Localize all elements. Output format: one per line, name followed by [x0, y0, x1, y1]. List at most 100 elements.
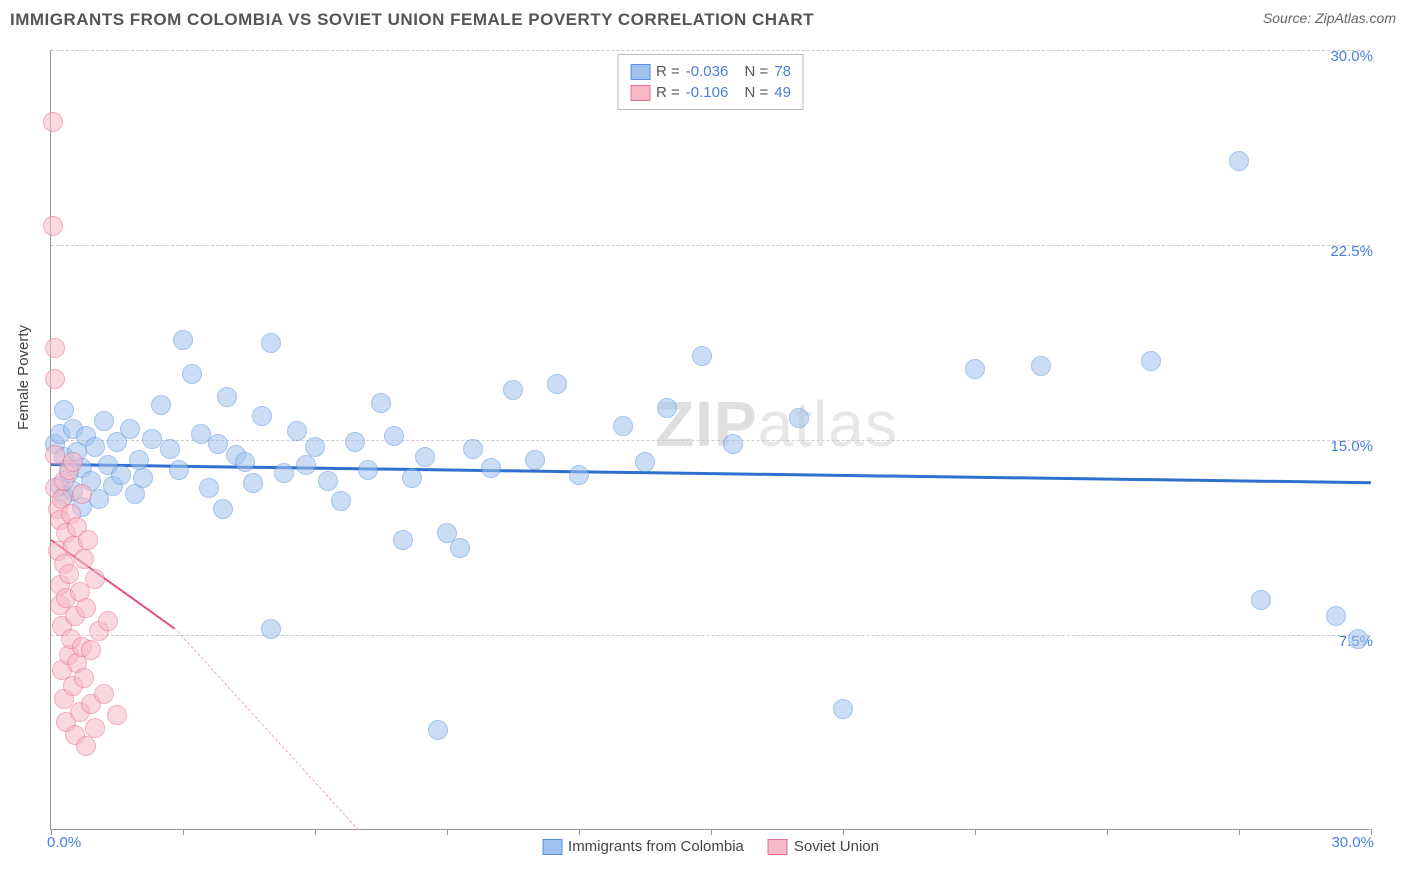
- data-point-colombia: [384, 426, 404, 446]
- legend-item-colombia: Immigrants from Colombia: [542, 838, 744, 855]
- data-point-colombia: [358, 460, 378, 480]
- data-point-colombia: [94, 411, 114, 431]
- data-point-colombia: [463, 439, 483, 459]
- data-point-colombia: [450, 538, 470, 558]
- data-point-soviet: [76, 598, 96, 618]
- source-attribution: Source: ZipAtlas.com: [1263, 10, 1396, 26]
- data-point-colombia: [151, 395, 171, 415]
- data-point-colombia: [261, 333, 281, 353]
- swatch-soviet-icon: [768, 839, 788, 855]
- y-tick-label: 22.5%: [1313, 243, 1373, 260]
- data-point-colombia: [1348, 629, 1368, 649]
- x-tick-mark: [975, 829, 976, 835]
- n-label: N =: [745, 84, 769, 101]
- watermark-light: atlas: [758, 388, 898, 460]
- data-point-colombia: [723, 434, 743, 454]
- legend-row-colombia: R = -0.036 N = 78: [630, 61, 791, 82]
- swatch-colombia-icon: [542, 839, 562, 855]
- data-point-soviet: [74, 549, 94, 569]
- data-point-soviet: [59, 564, 79, 584]
- data-point-colombia: [1031, 356, 1051, 376]
- data-point-colombia: [213, 499, 233, 519]
- data-point-soviet: [43, 216, 63, 236]
- y-tick-label: 15.0%: [1313, 438, 1373, 455]
- y-axis-label: Female Poverty: [15, 325, 32, 430]
- data-point-colombia: [657, 398, 677, 418]
- data-point-soviet: [94, 684, 114, 704]
- data-point-colombia: [287, 421, 307, 441]
- data-point-colombia: [85, 437, 105, 457]
- data-point-colombia: [54, 400, 74, 420]
- data-point-colombia: [182, 364, 202, 384]
- x-tick-mark: [315, 829, 316, 835]
- data-point-soviet: [74, 668, 94, 688]
- data-point-colombia: [402, 468, 422, 488]
- watermark: ZIPatlas: [655, 387, 898, 461]
- chart-title: IMMIGRANTS FROM COLOMBIA VS SOVIET UNION…: [10, 10, 814, 29]
- data-point-colombia: [199, 478, 219, 498]
- data-point-colombia: [503, 380, 523, 400]
- data-point-soviet: [45, 369, 65, 389]
- legend-row-soviet: R = -0.106 N = 49: [630, 82, 791, 103]
- data-point-colombia: [481, 458, 501, 478]
- x-tick-mark: [51, 829, 52, 835]
- data-point-colombia: [160, 439, 180, 459]
- x-tick-max: 30.0%: [1331, 834, 1374, 851]
- n-value-soviet: 49: [774, 84, 791, 101]
- data-point-colombia: [569, 465, 589, 485]
- data-point-colombia: [393, 530, 413, 550]
- x-tick-mark: [447, 829, 448, 835]
- data-point-colombia: [525, 450, 545, 470]
- data-point-soviet: [45, 338, 65, 358]
- r-value-soviet: -0.106: [686, 84, 729, 101]
- scatter-chart: ZIPatlas R = -0.036 N = 78 R = -0.106 N …: [50, 50, 1370, 830]
- data-point-colombia: [173, 330, 193, 350]
- n-value-colombia: 78: [774, 63, 791, 80]
- swatch-soviet: [630, 85, 650, 101]
- data-point-soviet: [72, 484, 92, 504]
- x-tick-mark: [1371, 829, 1372, 835]
- data-point-colombia: [261, 619, 281, 639]
- data-point-soviet: [85, 718, 105, 738]
- data-point-colombia: [235, 452, 255, 472]
- x-tick-min: 0.0%: [47, 834, 81, 851]
- data-point-colombia: [169, 460, 189, 480]
- data-point-colombia: [274, 463, 294, 483]
- data-point-soviet: [78, 530, 98, 550]
- data-point-colombia: [1229, 151, 1249, 171]
- data-point-colombia: [318, 471, 338, 491]
- data-point-colombia: [345, 432, 365, 452]
- data-point-colombia: [692, 346, 712, 366]
- data-point-colombia: [789, 408, 809, 428]
- data-point-colombia: [129, 450, 149, 470]
- trend-line: [174, 627, 360, 830]
- data-point-colombia: [120, 419, 140, 439]
- y-tick-label: 30.0%: [1313, 48, 1373, 65]
- data-point-colombia: [1141, 351, 1161, 371]
- data-point-colombia: [296, 455, 316, 475]
- data-point-soviet: [85, 569, 105, 589]
- data-point-colombia: [371, 393, 391, 413]
- swatch-colombia: [630, 64, 650, 80]
- r-label: R =: [656, 63, 680, 80]
- data-point-colombia: [965, 359, 985, 379]
- data-point-colombia: [133, 468, 153, 488]
- r-label: R =: [656, 84, 680, 101]
- data-point-colombia: [331, 491, 351, 511]
- data-point-colombia: [547, 374, 567, 394]
- x-tick-mark: [183, 829, 184, 835]
- gridline: [51, 50, 1370, 51]
- data-point-soviet: [98, 611, 118, 631]
- data-point-colombia: [243, 473, 263, 493]
- legend-label-colombia: Immigrants from Colombia: [568, 838, 744, 855]
- data-point-colombia: [1251, 590, 1271, 610]
- gridline: [51, 245, 1370, 246]
- r-value-colombia: -0.036: [686, 63, 729, 80]
- x-tick-mark: [843, 829, 844, 835]
- legend-item-soviet: Soviet Union: [768, 838, 879, 855]
- data-point-soviet: [76, 736, 96, 756]
- data-point-colombia: [111, 465, 131, 485]
- data-point-soviet: [107, 705, 127, 725]
- header: IMMIGRANTS FROM COLOMBIA VS SOVIET UNION…: [10, 10, 1396, 40]
- x-tick-mark: [1107, 829, 1108, 835]
